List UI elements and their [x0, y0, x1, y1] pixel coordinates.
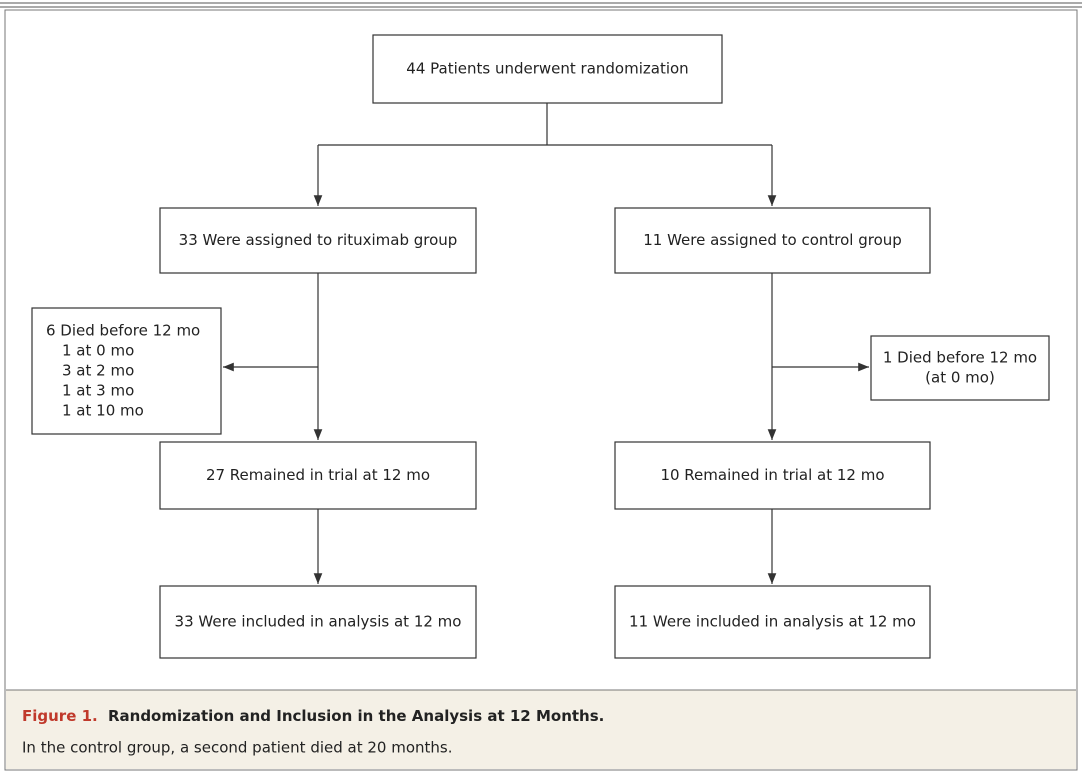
caption-note: In the control group, a second patient d… — [22, 739, 453, 757]
node: 11 Were assigned to control group — [614, 207, 931, 274]
node-box — [372, 34, 723, 104]
caption-bg — [6, 690, 1076, 769]
node-box — [31, 307, 222, 435]
node-box — [159, 207, 477, 274]
node-text: (at 0 mo) — [925, 369, 995, 387]
node: 27 Remained in trial at 12 mo — [159, 441, 477, 510]
node-text: 33 Were included in analysis at 12 mo — [175, 613, 462, 631]
node-box — [614, 207, 931, 274]
node-box — [614, 585, 931, 659]
node-text: 1 at 0 mo — [62, 342, 134, 360]
node-text: 27 Remained in trial at 12 mo — [206, 466, 430, 484]
caption-title-line: Figure 1. Randomization and Inclusion in… — [22, 707, 604, 725]
node-text: 11 Were included in analysis at 12 mo — [629, 613, 916, 631]
frame — [4, 9, 1078, 771]
node-box — [870, 335, 1050, 401]
caption-label: Figure 1. — [22, 707, 98, 725]
node-text: 1 at 3 mo — [62, 382, 134, 400]
node-text: 11 Were assigned to control group — [643, 231, 902, 249]
node-text: 10 Remained in trial at 12 mo — [660, 466, 884, 484]
node-text: 44 Patients underwent randomization — [406, 60, 688, 78]
node: 33 Were assigned to rituximab group — [159, 207, 477, 274]
node: 6 Died before 12 mo 1 at 0 mo 3 at 2 mo 1 a… — [31, 307, 222, 435]
node-text: 3 at 2 mo — [62, 362, 134, 380]
connectors — [223, 103, 869, 584]
node-text: 6 Died before 12 mo — [46, 322, 200, 340]
caption-title: Randomization and Inclusion in the Analy… — [108, 707, 604, 725]
node: 33 Were included in analysis at 12 mo — [159, 585, 477, 659]
node-box — [159, 585, 477, 659]
node: 11 Were included in analysis at 12 mo — [614, 585, 931, 659]
node-box — [614, 441, 931, 510]
connector — [318, 103, 772, 146]
node: 1 Died before 12 mo (at 0 mo) — [870, 335, 1050, 401]
node: 44 Patients underwent randomization — [372, 34, 723, 104]
node-text: 33 Were assigned to rituximab group — [179, 231, 458, 249]
node-text: 1 at 10 mo — [62, 402, 144, 420]
node-box — [159, 441, 477, 510]
node-text: 1 Died before 12 mo — [883, 349, 1037, 367]
node: 10 Remained in trial at 12 mo — [614, 441, 931, 510]
